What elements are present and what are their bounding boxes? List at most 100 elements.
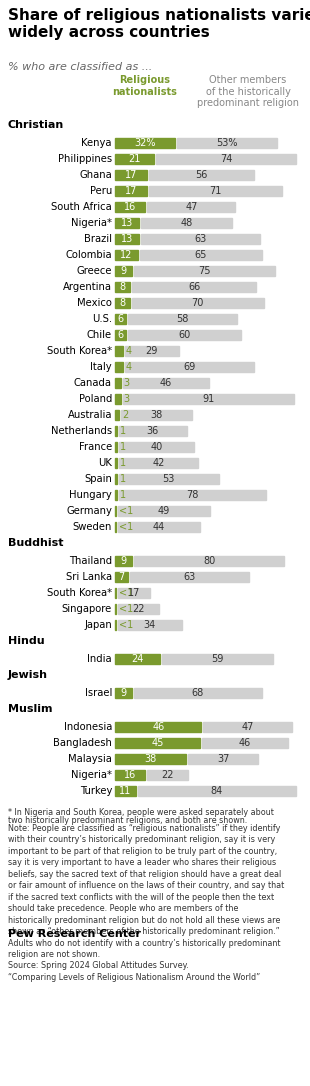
Bar [130, 572, 249, 582]
Text: <1: <1 [119, 588, 133, 598]
Text: 17: 17 [127, 588, 140, 598]
Text: Italy: Italy [91, 362, 112, 372]
Text: 84: 84 [210, 786, 223, 796]
Text: <1: <1 [119, 522, 133, 532]
Text: 17: 17 [125, 171, 137, 180]
Bar [203, 722, 292, 732]
Bar [118, 604, 159, 614]
Bar [115, 689, 132, 698]
Text: 66: 66 [188, 282, 200, 292]
Text: 46: 46 [152, 722, 164, 732]
Text: 71: 71 [210, 186, 222, 195]
Text: Germany: Germany [66, 506, 112, 516]
Bar [157, 154, 296, 164]
Text: 65: 65 [194, 250, 207, 260]
Bar [115, 233, 140, 244]
Bar [177, 138, 277, 148]
Text: Argentina: Argentina [63, 282, 112, 292]
Text: 38: 38 [144, 754, 157, 763]
Text: 22: 22 [132, 604, 145, 614]
Bar [115, 154, 154, 164]
Text: 63: 63 [195, 233, 207, 244]
Text: 75: 75 [198, 266, 211, 276]
Text: UK: UK [98, 458, 112, 468]
Text: 56: 56 [195, 171, 208, 180]
Bar [149, 186, 282, 195]
Bar [115, 522, 116, 532]
Bar [118, 522, 201, 532]
Bar [123, 394, 294, 404]
Bar [115, 138, 175, 148]
Text: Religious
nationalists: Religious nationalists [113, 75, 177, 97]
Bar [162, 654, 273, 664]
Text: France: France [79, 442, 112, 452]
Text: 24: 24 [131, 654, 144, 664]
Bar [115, 506, 116, 516]
Text: % who are classified as ...: % who are classified as ... [8, 62, 152, 72]
Bar [115, 426, 117, 435]
Text: 48: 48 [180, 218, 193, 228]
Bar [115, 250, 138, 260]
Text: 36: 36 [147, 426, 159, 435]
Bar [123, 378, 209, 388]
Text: 47: 47 [185, 202, 197, 212]
Bar [138, 786, 296, 796]
Text: 1: 1 [120, 490, 126, 500]
Text: 13: 13 [121, 233, 133, 244]
Text: U.S.: U.S. [92, 314, 112, 324]
Text: 46: 46 [160, 378, 172, 388]
Text: 13: 13 [121, 218, 133, 228]
Text: Kenya: Kenya [82, 138, 112, 148]
Text: 91: 91 [202, 394, 214, 404]
Text: 53%: 53% [216, 138, 238, 148]
Text: 4: 4 [126, 362, 132, 372]
Bar [115, 786, 136, 796]
Text: 6: 6 [117, 314, 124, 324]
Text: 53: 53 [162, 473, 175, 484]
Bar [132, 298, 264, 308]
Text: 32%: 32% [134, 138, 156, 148]
Text: 1: 1 [120, 458, 126, 468]
Text: Muslim: Muslim [8, 704, 52, 714]
Text: 63: 63 [183, 572, 196, 582]
Bar [118, 588, 150, 598]
Text: 8: 8 [119, 282, 126, 292]
Text: Peru: Peru [90, 186, 112, 195]
Text: <1: <1 [119, 620, 133, 630]
Text: 22: 22 [162, 770, 174, 780]
Bar [128, 314, 237, 324]
Text: 74: 74 [220, 154, 232, 164]
Text: Malaysia: Malaysia [68, 754, 112, 763]
Bar [119, 426, 187, 435]
Bar [115, 738, 200, 748]
Bar [119, 490, 266, 500]
Text: 16: 16 [124, 202, 136, 212]
Text: <1: <1 [119, 604, 133, 614]
Bar [147, 202, 235, 212]
Text: 6: 6 [117, 330, 124, 340]
Text: Bangladesh: Bangladesh [53, 738, 112, 748]
Text: Japan: Japan [84, 620, 112, 630]
Bar [132, 282, 256, 292]
Text: Philippines: Philippines [58, 154, 112, 164]
Bar [115, 556, 132, 566]
Bar [115, 394, 121, 404]
Bar [115, 266, 132, 276]
Text: Sri Lanka: Sri Lanka [66, 572, 112, 582]
Text: 9: 9 [120, 266, 126, 276]
Bar [115, 654, 160, 664]
Text: Spain: Spain [84, 473, 112, 484]
Bar [119, 442, 194, 452]
Text: Canada: Canada [74, 378, 112, 388]
Text: 3: 3 [124, 394, 130, 404]
Bar [115, 298, 130, 308]
Text: 21: 21 [129, 154, 141, 164]
Text: Israel: Israel [85, 689, 112, 698]
Text: Hungary: Hungary [69, 490, 112, 500]
Text: 49: 49 [158, 506, 170, 516]
Text: * In Nigeria and South Korea, people were asked separately about: * In Nigeria and South Korea, people wer… [8, 808, 274, 817]
Text: 34: 34 [144, 620, 156, 630]
Bar [141, 218, 232, 228]
Text: 60: 60 [179, 330, 191, 340]
Text: Share of religious nationalists varies
widely across countries: Share of religious nationalists varies w… [8, 8, 310, 40]
